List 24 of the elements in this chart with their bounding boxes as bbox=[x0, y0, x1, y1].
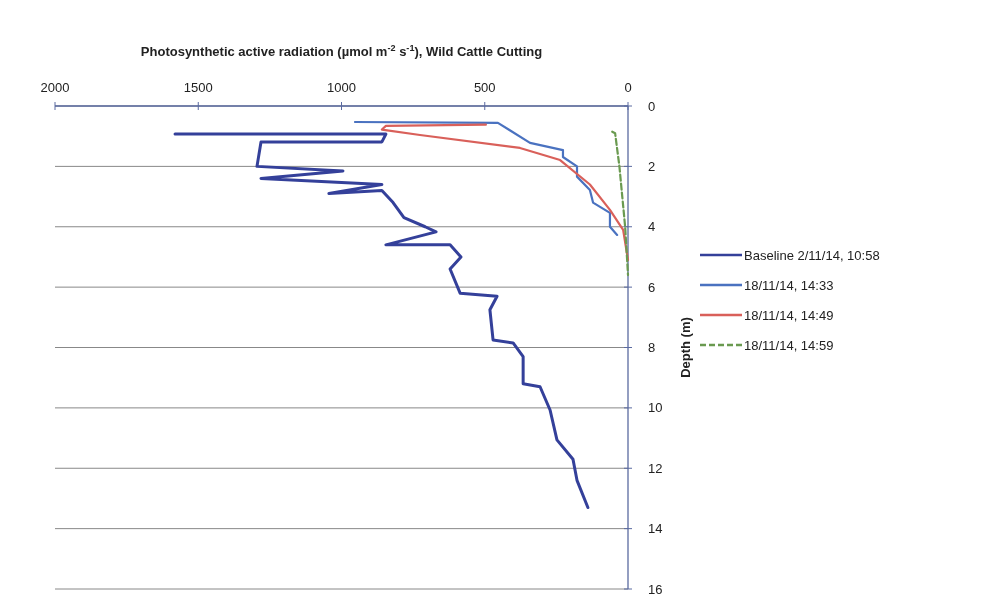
legend-label: 18/11/14, 14:33 bbox=[744, 277, 834, 293]
x-tick-label: 1000 bbox=[327, 80, 356, 95]
legend-label: Baseline 2/11/14, 10:58 bbox=[744, 247, 880, 263]
line-series bbox=[380, 123, 630, 262]
legend-label: 18/11/14, 14:49 bbox=[744, 307, 834, 323]
y-tick-label: 14 bbox=[648, 521, 663, 537]
x-tick-label: 2000 bbox=[40, 80, 70, 95]
y-tick-label: 16 bbox=[648, 581, 663, 597]
y-tick-label: 0 bbox=[648, 98, 656, 114]
x-tick-label: 0 bbox=[624, 80, 632, 95]
x-tick-label: 500 bbox=[473, 80, 496, 95]
x-axis-title: Photosynthetic active radiation (µmol m$^{-2}$ s$^{-1}$), Wild Cattle Cutting bbox=[140, 43, 543, 59]
y-axis-title: Depth (m) bbox=[678, 317, 693, 378]
y-tick-label: 8 bbox=[648, 340, 656, 356]
line-series bbox=[611, 130, 630, 277]
y-tick-label: 10 bbox=[648, 400, 663, 416]
y-tick-label: 12 bbox=[648, 460, 663, 476]
line-series bbox=[353, 120, 619, 236]
y-tick-label: 2 bbox=[648, 158, 656, 174]
x-tick-label: 1500 bbox=[183, 80, 213, 95]
y-tick-label: 6 bbox=[648, 279, 656, 295]
line-series bbox=[173, 132, 590, 509]
y-tick-label: 4 bbox=[648, 219, 656, 235]
legend-label: 18/11/14, 14:59 bbox=[744, 337, 834, 353]
